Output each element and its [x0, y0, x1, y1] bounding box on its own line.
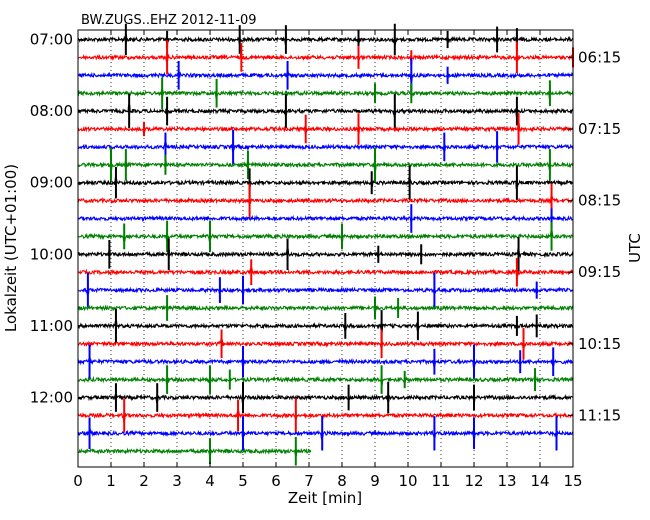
y-tick-label-left: 10:00 — [30, 245, 73, 263]
y-tick-label-left: 12:00 — [30, 389, 73, 407]
y-tick-label-left: 08:00 — [30, 102, 73, 120]
trace-series-10:15 — [77, 263, 574, 279]
x-tick-label: 9 — [370, 472, 380, 490]
trace-series-08:15 — [77, 119, 574, 140]
x-tick-label: 12 — [464, 472, 483, 490]
trace-series-12:00 — [77, 386, 574, 408]
trace-series-09:15 — [77, 190, 574, 212]
x-axis-label: Zeit [min] — [288, 489, 362, 507]
trace-series-10:00 — [77, 248, 574, 267]
trace-series-07:00 — [77, 29, 574, 51]
x-tick-label: 1 — [106, 472, 116, 490]
trace-series-08:00 — [77, 98, 574, 122]
x-tick-label: 7 — [304, 472, 314, 490]
y-tick-label-left: 09:00 — [30, 174, 73, 192]
trace-series-12:30 — [77, 421, 574, 444]
x-tick-label: 5 — [238, 472, 248, 490]
trace-series-11:45 — [77, 370, 574, 387]
y-tick-label-right: 10:15 — [578, 335, 621, 353]
x-tick-label: 2 — [139, 472, 149, 490]
x-tick-label: 14 — [530, 472, 549, 490]
y-axis-right-label: UTC — [626, 233, 644, 263]
axis-ticks: 0 1 2 3 4 5 6 7 8 9 10 11 12 13 14 1507:0008:0009:0010:… — [30, 30, 621, 490]
y-axis-left-label: Lokalzeit (UTC+01:00) — [2, 164, 20, 332]
trace-series-09:45 — [77, 226, 574, 247]
x-tick-label: 3 — [172, 472, 182, 490]
trace-series-12:45 — [77, 441, 312, 456]
trace-series-11:00 — [77, 316, 574, 338]
trace-series-07:30 — [77, 65, 574, 85]
trace-series-08:45 — [77, 152, 574, 176]
grid-lines — [110, 30, 541, 467]
y-tick-label-right: 08:15 — [578, 192, 621, 210]
trace-series-10:30 — [77, 278, 574, 296]
x-tick-label: 4 — [205, 472, 215, 490]
x-tick-label: 8 — [337, 472, 347, 490]
x-tick-label: 6 — [271, 472, 281, 490]
trace-series-11:15 — [77, 334, 574, 354]
trace-series-07:45 — [77, 83, 574, 103]
trace-series-11:30 — [77, 351, 574, 374]
x-tick-label: 13 — [497, 472, 516, 490]
trace-series-08:30 — [77, 135, 574, 157]
x-tick-label: 15 — [563, 472, 582, 490]
y-tick-label-right: 09:15 — [578, 263, 621, 281]
x-tick-label: 0 — [73, 472, 83, 490]
trace-series-12:15 — [77, 404, 574, 427]
y-tick-label-right: 11:15 — [578, 406, 621, 424]
trace-series-10:45 — [77, 300, 574, 313]
trace-lines — [77, 23, 574, 466]
trace-series-07:15 — [77, 45, 574, 68]
y-tick-label-left: 07:00 — [30, 31, 73, 49]
trace-series-09:30 — [77, 210, 574, 224]
y-tick-label-left: 11:00 — [30, 317, 73, 335]
x-tick-label: 11 — [431, 472, 450, 490]
x-tick-label: 10 — [398, 472, 417, 490]
plot-frame — [77, 29, 574, 468]
y-tick-label-right: 06:15 — [578, 48, 621, 66]
trace-series-09:00 — [77, 171, 574, 196]
chart-title: BW.ZUGS..EHZ 2012-11-09 — [81, 13, 257, 28]
y-tick-label-right: 07:15 — [578, 120, 621, 138]
